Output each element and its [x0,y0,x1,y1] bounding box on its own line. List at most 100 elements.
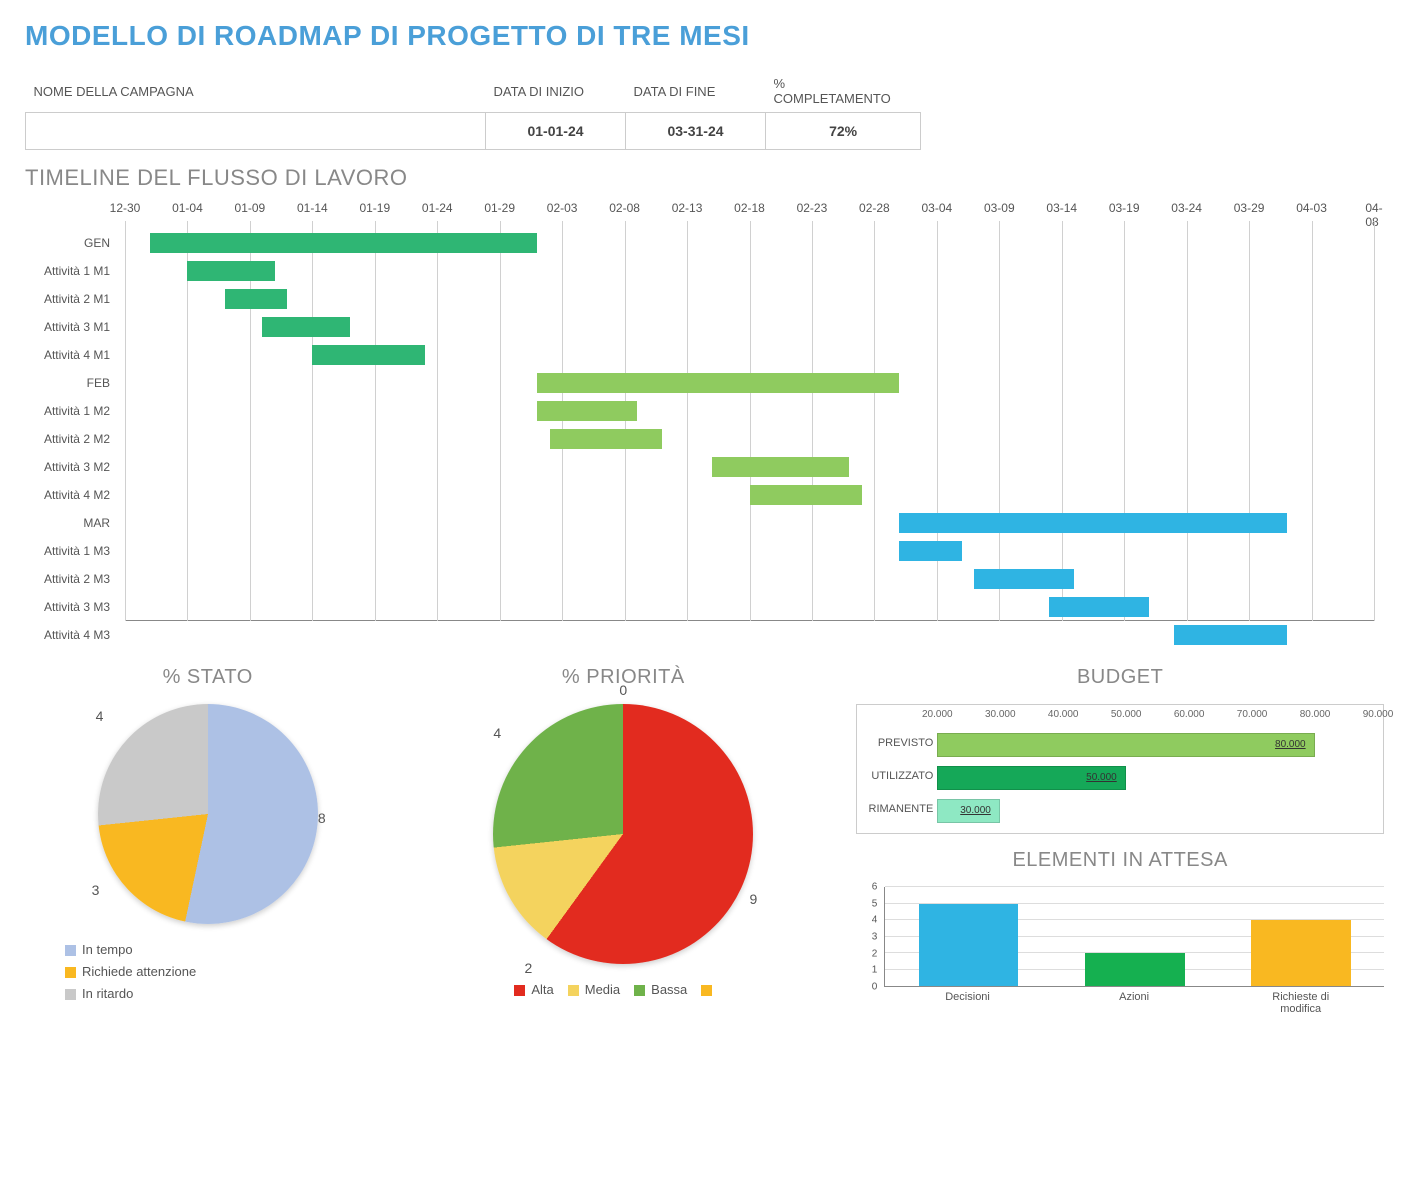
budget-bar [937,733,1315,757]
gantt-tick: 02-23 [797,201,828,215]
gantt-bar [750,485,862,505]
gantt-row-label: Attività 3 M2 [25,453,120,481]
pending-y-tick: 4 [872,915,878,926]
gantt-bar [899,541,961,561]
gantt-row-label: Attività 3 M1 [25,313,120,341]
gantt-tick: 01-04 [172,201,203,215]
pie-value-label: 3 [92,882,100,898]
budget-tick: 30.000 [985,709,1016,720]
gantt-tick: 04-03 [1296,201,1327,215]
budget-row-label: PREVISTO [857,737,933,749]
gantt-row-label: GEN [25,229,120,257]
pie-value-label: 4 [96,708,104,724]
gantt-bar [262,317,349,337]
legend-swatch [634,985,645,996]
header-campaign: NOME DELLA CAMPAGNA [26,70,486,113]
header-completion: % COMPLETAMENTO [766,70,921,113]
value-campaign[interactable] [26,113,486,150]
gantt-tick: 01-09 [235,201,266,215]
gantt-row-label: Attività 3 M3 [25,593,120,621]
gantt-row-label: Attività 2 M1 [25,285,120,313]
pending-y-tick: 6 [872,882,878,893]
legend-swatch [701,985,712,996]
gantt-bar [225,289,287,309]
gantt-tick: 03-04 [921,201,952,215]
budget-tick: 70.000 [1237,709,1268,720]
budget-tick: 20.000 [922,709,953,720]
gantt-bar [550,429,662,449]
gantt-tick: 01-24 [422,201,453,215]
header-end: DATA DI FINE [626,70,766,113]
gantt-bar [1174,625,1286,645]
gantt-row-label: MAR [25,509,120,537]
gantt-bar [537,373,899,393]
budget-tick: 80.000 [1300,709,1331,720]
pending-y-tick: 2 [872,948,878,959]
gantt-tick: 01-29 [484,201,515,215]
gantt-row-label: Attività 4 M2 [25,481,120,509]
pending-y-tick: 0 [872,982,878,993]
budget-row: RIMANENTE30.000 [857,797,1383,830]
gantt-bar [150,233,537,253]
legend-swatch [568,985,579,996]
budget-tick: 60.000 [1174,709,1205,720]
pie-value-label: 4 [493,725,501,741]
gantt-bar [974,569,1074,589]
stato-legend: In tempoRichiede attenzioneIn ritardo [25,939,390,1005]
page-title: MODELLO DI ROADMAP DI PROGETTO DI TRE ME… [25,20,1384,52]
pending-y-tick: 5 [872,898,878,909]
gantt-tick: 12-30 [110,201,141,215]
priorita-panel: % PRIORITÀ 0924 AltaMediaBassa [420,666,826,1001]
gantt-row-label: Attività 1 M3 [25,537,120,565]
pending-y-tick: 1 [872,965,878,976]
gantt-tick: 02-08 [609,201,640,215]
gantt-row-label: Attività 4 M3 [25,621,120,649]
pending-chart: 0123456 DecisioniAzioniRichieste di modi… [856,887,1384,1007]
legend-item [701,979,718,1001]
budget-row-label: RIMANENTE [857,803,933,815]
value-completion: 72% [766,113,921,150]
legend-item: In ritardo [65,983,376,1005]
budget-value: 50.000 [1086,772,1117,783]
legend-item: Bassa [634,979,687,1001]
priorita-pie: 0924 [493,704,753,964]
legend-swatch [514,985,525,996]
gantt-tick: 03-19 [1109,201,1140,215]
pending-y-tick: 3 [872,932,878,943]
pending-bar [919,904,1019,987]
gantt-row-label: Attività 1 M1 [25,257,120,285]
pie-value-label: 8 [318,810,326,826]
pending-x-label: Decisioni [945,991,990,1003]
gantt-tick: 03-09 [984,201,1015,215]
stato-panel: % STATO 834 In tempoRichiede attenzioneI… [25,666,390,1005]
gantt-row-label: Attività 4 M1 [25,341,120,369]
timeline-title: TIMELINE DEL FLUSSO DI LAVORO [25,165,1384,191]
gantt-chart: GENAttività 1 M1Attività 2 M1Attività 3 … [25,201,1384,641]
gantt-bar [1049,597,1149,617]
legend-item: In tempo [65,939,376,961]
gantt-tick: 03-24 [1171,201,1202,215]
gantt-bar [312,345,424,365]
value-end: 03-31-24 [626,113,766,150]
legend-swatch [65,989,76,1000]
header-start: DATA DI INIZIO [486,70,626,113]
gantt-row-label: FEB [25,369,120,397]
stato-pie: 834 [98,704,318,924]
legend-swatch [65,967,76,978]
gantt-tick: 03-14 [1046,201,1077,215]
gantt-tick: 02-18 [734,201,765,215]
pie-value-label: 0 [619,682,627,698]
gantt-tick: 02-28 [859,201,890,215]
gantt-tick: 02-03 [547,201,578,215]
pending-bar [1085,953,1185,986]
budget-row-label: UTILIZZATO [857,770,933,782]
budget-tick: 50.000 [1111,709,1142,720]
gantt-tick: 01-14 [297,201,328,215]
priorita-legend: Alta Media Bassa [420,979,826,1001]
pie-value-label: 9 [750,891,758,907]
legend-item: Alta [514,979,553,1001]
gantt-tick: 02-13 [672,201,703,215]
legend-item: Media [568,979,620,1001]
info-table: NOME DELLA CAMPAGNA DATA DI INIZIO DATA … [25,70,921,150]
gantt-row-label: Attività 1 M2 [25,397,120,425]
